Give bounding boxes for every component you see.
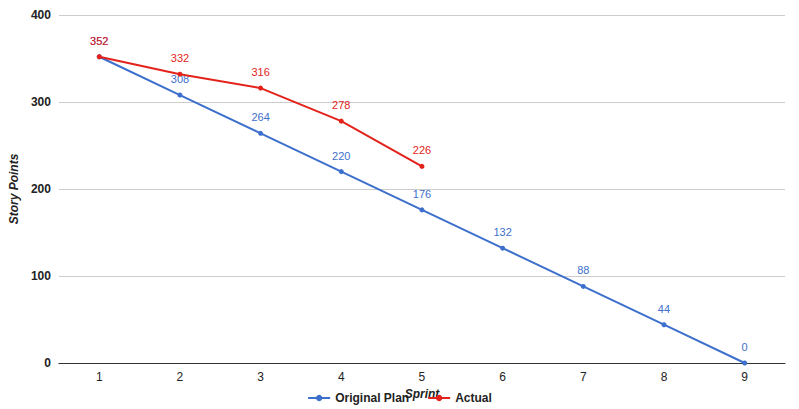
svg-text:6: 6 (499, 370, 506, 384)
svg-text:352: 352 (90, 35, 108, 47)
svg-text:316: 316 (251, 66, 269, 78)
svg-text:Actual: Actual (455, 391, 492, 405)
svg-text:3: 3 (257, 370, 264, 384)
svg-text:0: 0 (742, 341, 748, 353)
svg-text:2: 2 (177, 370, 184, 384)
svg-text:176: 176 (413, 188, 431, 200)
svg-text:Story Points: Story Points (7, 153, 21, 224)
svg-text:0: 0 (44, 356, 51, 370)
svg-text:Original Plan: Original Plan (335, 391, 409, 405)
svg-text:44: 44 (658, 303, 670, 315)
svg-text:132: 132 (493, 226, 511, 238)
svg-text:308: 308 (170, 73, 190, 85)
svg-text:88: 88 (577, 264, 589, 276)
svg-text:7: 7 (580, 370, 587, 384)
svg-text:8: 8 (661, 370, 668, 384)
svg-text:226: 226 (413, 144, 431, 156)
svg-text:4: 4 (338, 370, 345, 384)
svg-text:278: 278 (332, 99, 350, 111)
svg-text:264: 264 (251, 111, 269, 123)
svg-text:400: 400 (31, 8, 51, 22)
svg-text:220: 220 (332, 150, 350, 162)
svg-text:300: 300 (31, 95, 51, 109)
svg-text:100: 100 (31, 269, 51, 283)
svg-text:200: 200 (31, 182, 51, 196)
svg-text:5: 5 (419, 370, 426, 384)
svg-text:Sprint: Sprint (404, 386, 440, 401)
svg-text:332: 332 (171, 52, 189, 64)
svg-text:352: 352 (90, 35, 108, 47)
svg-text:1: 1 (96, 370, 103, 384)
svg-text:9: 9 (741, 370, 748, 384)
